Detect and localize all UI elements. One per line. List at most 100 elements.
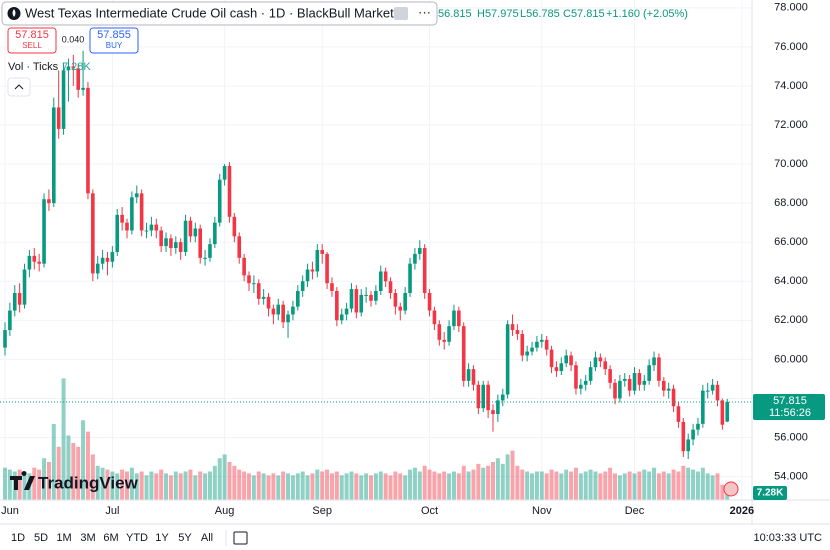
candle-body (525, 351, 529, 356)
candle-body (720, 400, 725, 425)
volume-bar (168, 475, 173, 500)
candle-body (125, 222, 129, 231)
volume-bar (17, 469, 22, 500)
volume-bar (144, 475, 149, 500)
range-button[interactable]: 1D (11, 532, 25, 544)
calendar-icon[interactable] (233, 531, 248, 545)
candle-body (71, 66, 76, 69)
volume-bar (573, 467, 578, 500)
candle-body (120, 214, 124, 223)
volume-bar (193, 475, 198, 500)
range-button[interactable]: 1Y (155, 532, 169, 544)
volume-bar (325, 469, 330, 500)
volume-bar (466, 471, 471, 500)
candle-body (252, 283, 256, 285)
y-tick-label: 68.000 (774, 197, 808, 209)
volume-bar (164, 473, 169, 500)
buy-label: BUY (106, 41, 123, 50)
volume-bar (183, 471, 188, 500)
volume-bar (486, 465, 491, 500)
candle-body (100, 257, 105, 264)
candle-body (61, 70, 66, 129)
sell-button[interactable] (7, 27, 57, 54)
range-button[interactable]: YTD (126, 532, 148, 544)
y-tick-label: 78.000 (774, 2, 808, 14)
candle-body (242, 257, 246, 276)
candle-body (310, 269, 315, 272)
volume-bar (51, 424, 56, 500)
candle-body (676, 406, 681, 422)
candle-body (105, 257, 110, 262)
volume-bar (373, 473, 378, 500)
volume-bar (476, 463, 481, 500)
candle-body (76, 68, 80, 90)
volume-bar (354, 473, 359, 500)
volume-bar (290, 475, 295, 500)
volume-bar (95, 465, 100, 500)
volume-bar (691, 469, 696, 500)
range-button[interactable]: 1M (56, 532, 71, 544)
candle-body (364, 294, 368, 296)
candle-body (598, 357, 603, 362)
volume-bar (300, 471, 305, 500)
range-button[interactable]: All (201, 532, 213, 544)
volume-bar (530, 473, 535, 500)
candle-body (398, 306, 403, 311)
spread: 0.040 (62, 34, 85, 44)
volume-bar (281, 471, 286, 500)
volume-bar (447, 473, 452, 500)
range-button[interactable]: 6M (103, 532, 118, 544)
volume-bar (544, 473, 549, 500)
candle-body (276, 304, 281, 315)
candle-body (91, 193, 95, 274)
volume-bar (42, 458, 47, 500)
volume-bar (456, 473, 461, 500)
volume-bar (564, 469, 569, 500)
candle-body (554, 367, 559, 372)
volume-bar (608, 467, 613, 500)
candle-body (300, 281, 305, 292)
volume-bar (203, 473, 208, 500)
candle-body (42, 199, 46, 264)
range-button[interactable]: 5D (34, 532, 48, 544)
range-button[interactable]: 5Y (178, 532, 192, 544)
candle-body (159, 230, 163, 247)
volume-bar (412, 467, 417, 500)
volume-bar (422, 465, 427, 500)
eye-icon[interactable] (394, 7, 408, 20)
volume-bar (305, 475, 310, 500)
volume-bar (632, 473, 637, 500)
collapse-button[interactable] (7, 77, 31, 97)
candle-body (696, 423, 700, 430)
volume-bar (37, 469, 42, 500)
candle-body (217, 179, 222, 223)
sell-price: 57.815 (15, 29, 49, 41)
volume-bar (85, 431, 90, 500)
volume-bar (125, 471, 129, 500)
volume-bar (603, 471, 608, 500)
range-button[interactable]: 3M (80, 532, 95, 544)
volume-bar (583, 471, 588, 500)
volume-bar (598, 473, 603, 500)
candle-body (466, 369, 471, 381)
volume-bar (66, 435, 71, 500)
candle-body (432, 310, 437, 325)
price-tag-value: 57.815 (773, 395, 807, 407)
candle-body (622, 378, 627, 381)
volume-bar (686, 467, 691, 500)
buy-button[interactable] (89, 27, 139, 54)
flag-icon (723, 481, 739, 497)
volume-bar (647, 471, 652, 500)
candle-body (418, 248, 422, 254)
title-box[interactable] (1, 1, 438, 26)
volume-bar (515, 465, 520, 500)
candle-body (174, 242, 178, 249)
volume-bar (178, 473, 183, 500)
candle-body (330, 283, 334, 292)
more-icon[interactable]: ··· (418, 4, 431, 19)
candle-body (388, 281, 393, 293)
candle-body (447, 326, 451, 342)
candle-body (378, 271, 383, 292)
candle-body (169, 238, 173, 249)
